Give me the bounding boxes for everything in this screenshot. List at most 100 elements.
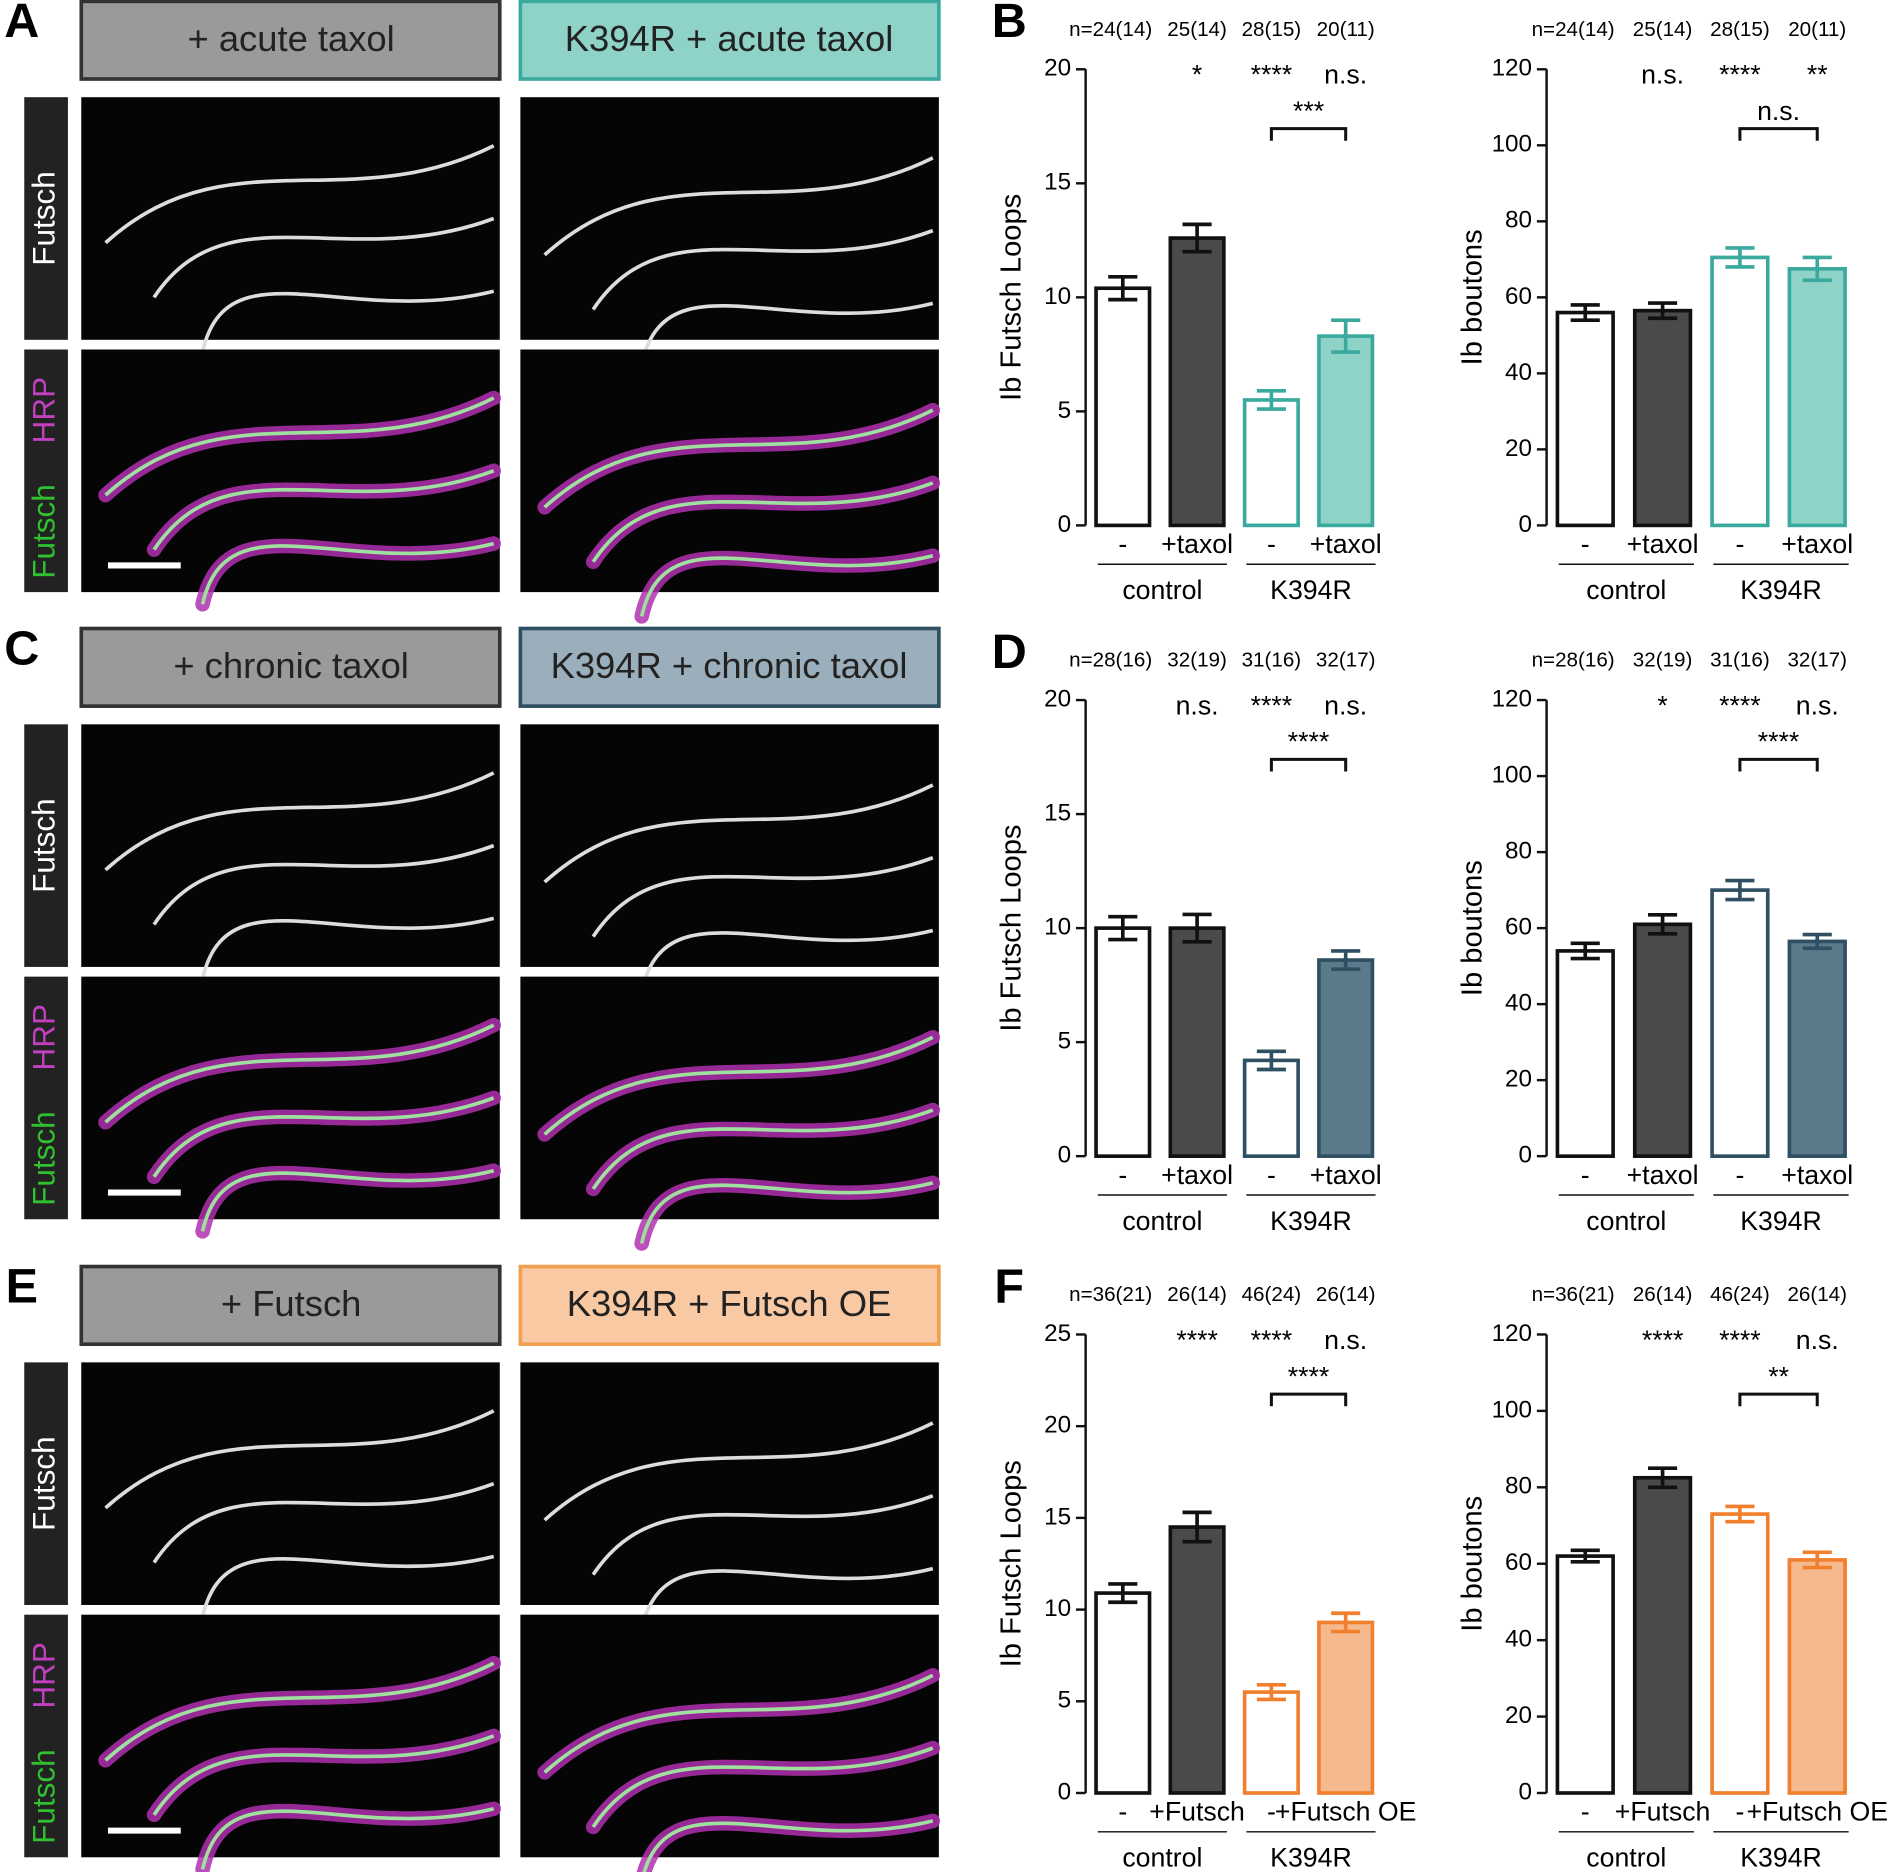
y-tick-label: 20 [1505,1702,1532,1729]
futsch-signal [152,843,495,926]
error-bar [1331,949,1361,971]
micrograph [520,724,939,967]
significance-bracket [1269,127,1348,141]
n-label: 46(24) [1710,1283,1770,1306]
futsch-signal [639,553,934,617]
bar [1168,1525,1226,1795]
x-tick-label: +taxol [1161,529,1233,559]
error-bar [1648,301,1678,321]
significance: n.s. [1324,60,1367,90]
panel-header: + Futsch [221,1283,362,1324]
y-axis-label: Ib Futsch Loops [996,194,1028,401]
group-label: K394R [1270,1206,1352,1236]
channel-label-box [24,976,68,1220]
group-label: K394R [1740,1206,1822,1236]
futsch-signal [639,928,934,992]
significance: **** [1642,1325,1684,1355]
bar [1242,1058,1300,1158]
channel-label: Futsch [25,171,61,266]
panel-letter: F [994,1259,1024,1313]
group-label: control [1122,1206,1202,1236]
significance: n.s. [1324,1325,1367,1355]
y-tick-label: 20 [1044,1412,1071,1439]
bar [1555,949,1615,1158]
bar [1317,958,1375,1158]
futsch-signal [591,1494,934,1576]
x-tick-label: +taxol [1781,529,1853,559]
y-axis-label: Ib Futsch Loops [996,825,1028,1032]
bar [1710,888,1770,1158]
x-tick-label: +Futsch [1149,1797,1245,1827]
futsch-signal [591,228,934,311]
header-box [518,0,941,81]
y-tick-label: 10 [1044,914,1071,941]
bracket-label: ** [1768,1361,1789,1391]
y-tick-label: 25 [1044,1320,1071,1347]
group-label: control [1586,1843,1666,1872]
significance: **** [1719,1325,1761,1355]
futsch-signal [639,1181,934,1244]
channel-label: HRP [25,1642,61,1709]
x-tick-label: - [1735,1160,1744,1190]
bracket-label: **** [1288,727,1330,757]
y-tick-label: 40 [1505,1626,1532,1653]
x-tick-label: - [1267,1797,1276,1827]
futsch-signal [104,1409,495,1510]
x-tick-label: - [1735,529,1744,559]
y-tick-label: 20 [1044,685,1071,712]
significance-bracket [1738,757,1819,772]
significance: **** [1176,1325,1218,1355]
group-label: K394R [1270,1843,1352,1872]
significance-bracket [1738,127,1819,141]
n-label: n=36(21) [1532,1283,1615,1306]
x-tick-label: - [1267,529,1276,559]
futsch-signal [543,156,934,257]
n-label: 26(14) [1633,1283,1693,1306]
significance: n.s. [1641,60,1684,90]
y-tick-label: 120 [1492,1320,1532,1347]
x-tick-label: +taxol [1627,1160,1699,1190]
significance: **** [1719,690,1761,720]
futsch-signal [200,916,495,980]
significance: **** [1251,1325,1293,1355]
bar [1555,1554,1615,1795]
x-tick-label: - [1581,529,1590,559]
futsch-signal [104,1661,495,1762]
n-label: 26(14) [1167,1283,1227,1306]
futsch-signal [543,1035,934,1136]
y-tick-label: 20 [1505,1066,1532,1093]
futsch-signal [591,481,934,563]
x-tick-label: +taxol [1161,1160,1233,1190]
error-bar [1108,1582,1138,1605]
group-label: K394R [1740,575,1822,605]
channel-label-box [24,1614,68,1858]
y-tick-label: 20 [1505,435,1532,462]
y-tick-label: 80 [1505,207,1532,234]
significance: **** [1719,60,1761,90]
n-label: 32(19) [1167,649,1227,672]
bar [1094,1591,1152,1795]
error-bar [1182,222,1212,254]
panel-letter: B [992,0,1027,48]
y-tick-label: 60 [1505,283,1532,310]
bar [1317,334,1375,528]
futsch-signal [639,301,934,365]
y-tick-label: 0 [1519,511,1533,538]
futsch-signal [200,289,495,353]
error-bar [1570,1548,1600,1564]
futsch-signal [200,1806,495,1870]
futsch-signal [543,1673,934,1774]
n-label: 32(17) [1787,649,1847,672]
n-label: 46(24) [1242,1283,1302,1306]
y-tick-label: 20 [1044,55,1071,82]
y-axis-label: Ib boutons [1456,229,1488,365]
futsch-signal [591,856,934,938]
channel-label: Futsch [25,484,61,579]
channel-label: Futsch [25,1436,61,1531]
y-tick-label: 5 [1058,1028,1072,1055]
futsch-signal [152,216,495,299]
x-tick-label: - [1118,1797,1127,1827]
error-bar [1331,318,1361,354]
x-tick-label: - [1118,1160,1127,1190]
